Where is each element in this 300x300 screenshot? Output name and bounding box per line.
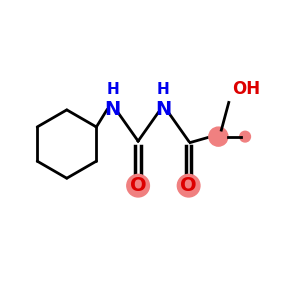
Circle shape	[177, 174, 200, 197]
Text: H: H	[106, 82, 119, 97]
Text: OH: OH	[232, 80, 260, 98]
Circle shape	[240, 131, 250, 142]
Circle shape	[127, 174, 149, 197]
Text: O: O	[180, 176, 197, 195]
Text: O: O	[130, 176, 146, 195]
Text: H: H	[157, 82, 170, 97]
Text: N: N	[155, 100, 172, 119]
Text: N: N	[105, 100, 121, 119]
Circle shape	[209, 127, 228, 146]
